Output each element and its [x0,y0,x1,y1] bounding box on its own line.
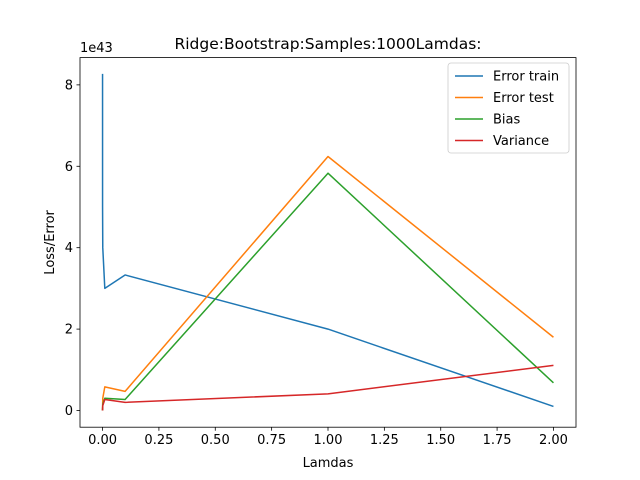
y-axis-label: Loss/Error [43,209,58,274]
y-tick-label: 6 [65,160,73,175]
plot-lines [101,73,554,411]
series-line-error-train [101,73,554,408]
x-axis-label: Lamdas [303,456,354,471]
x-tick-label: 1.75 [483,433,512,448]
legend-label-error-test: Error test [493,91,554,106]
x-tick-label: 1.00 [314,433,343,448]
legend-label-bias: Bias [493,113,520,128]
y-tick-label: 0 [65,404,73,419]
legend: Error train Error test Bias Variance [447,62,570,154]
series-line-variance [101,364,554,411]
x-tick-label: 0.00 [88,433,117,448]
y-tick-label: 8 [65,78,73,93]
chart-title: Ridge:Bootstrap:Samples:1000Lamdas: [174,35,481,53]
y-axis-ticks: 0 2 4 6 8 [65,78,80,419]
x-tick-label: 1.50 [426,433,455,448]
x-tick-label: 1.25 [370,433,399,448]
x-tick-label: 0.50 [201,433,230,448]
legend-label-variance: Variance [493,134,549,149]
y-tick-label: 4 [65,241,73,256]
x-axis-ticks: 0.00 0.25 0.50 0.75 1.00 1.25 1.50 1.75 2.00 [88,427,568,448]
y-axis-offset-text: 1e43 [80,41,113,56]
x-tick-label: 0.25 [144,433,173,448]
x-tick-label: 2.00 [539,433,568,448]
legend-label-error-train: Error train [493,70,559,85]
x-tick-label: 0.75 [257,433,286,448]
y-tick-label: 2 [65,323,73,338]
legend-frame [447,62,570,154]
